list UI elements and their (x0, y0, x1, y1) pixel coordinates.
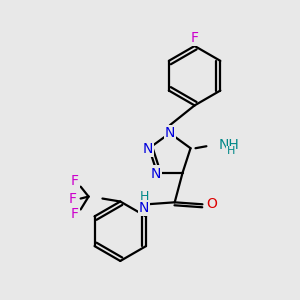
Text: F: F (69, 191, 77, 206)
Text: N: N (151, 167, 161, 181)
Text: H: H (139, 190, 149, 203)
Text: F: F (190, 31, 199, 45)
Text: F: F (71, 174, 79, 188)
Text: NH: NH (218, 138, 239, 152)
Text: F: F (71, 207, 79, 221)
Text: O: O (206, 197, 217, 211)
Text: N: N (165, 126, 175, 140)
Text: N: N (143, 142, 153, 156)
Text: N: N (139, 201, 149, 215)
Text: H: H (227, 146, 236, 156)
